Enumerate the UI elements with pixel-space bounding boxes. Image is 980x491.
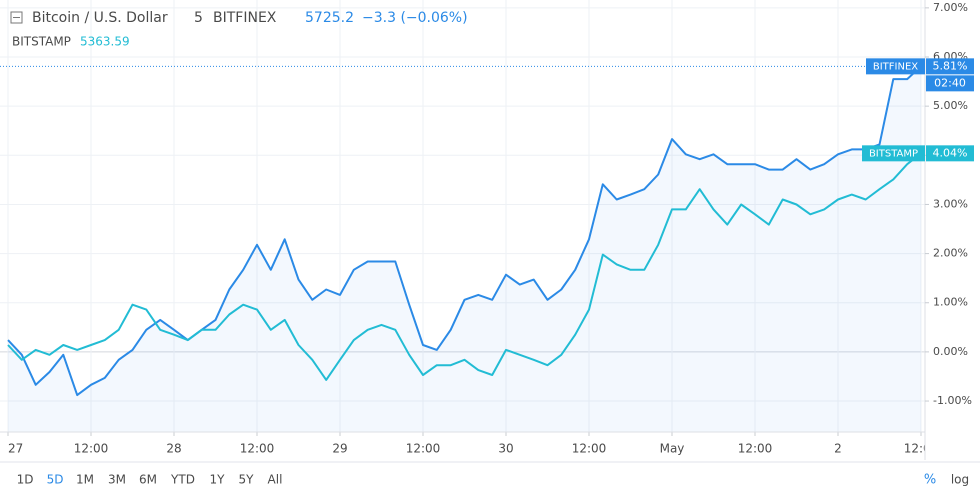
exchange: BITFINEX [213,10,277,26]
value-tag [926,145,974,162]
range-button[interactable]: 6M [139,473,157,487]
price: 5725.2 [305,10,354,26]
range-button[interactable]: 5Y [239,473,255,487]
y-tick-label: 0.00% [933,345,968,358]
value-tag-label: 5.81% [933,59,968,72]
range-button[interactable]: 3M [108,473,126,487]
compare-price: 5363.59 [80,35,130,49]
range-button[interactable]: 1D [17,473,34,487]
change: −3.3 (−0.06%) [362,10,468,26]
series-name-tag-label: BITFINEX [873,61,918,72]
y-tick-label: 5.00% [933,99,968,112]
series-name-tag-label: BITSTAMP [869,148,918,159]
y-tick-label: -1.00% [933,394,972,407]
x-tick-label: May [660,442,685,456]
y-tick-label: 3.00% [933,197,968,210]
countdown-label: 02:40 [934,76,966,89]
symbol: Bitcoin / U.S. Dollar [32,10,168,26]
series-line [7,152,922,381]
range-button[interactable]: YTD [170,473,195,487]
range-button[interactable]: 1Y [210,473,226,487]
x-tick-label: 29 [332,442,347,456]
y-tick-label: 1.00% [933,296,968,309]
x-tick-label: 12:00 [904,442,939,456]
value-tag-label: 4.04% [933,146,968,159]
y-tick-label: 7.00% [933,1,968,14]
range-button[interactable]: 1M [76,473,94,487]
y-tick-label: 2.00% [933,247,968,260]
x-tick-label: 12:00 [74,442,109,456]
area-fill [8,66,921,433]
percent-toggle[interactable]: % [924,473,936,488]
x-tick-label: 30 [498,442,513,456]
range-button[interactable]: All [268,473,283,487]
range-button[interactable]: 5D [47,473,64,487]
interval: 5 [194,10,203,26]
collapse-icon[interactable] [10,11,23,24]
value-tag [926,58,974,75]
log-toggle[interactable]: log [951,473,969,487]
countdown-tag [926,75,974,92]
x-tick-label: 12:00 [240,442,275,456]
series-name-tag [866,58,925,75]
x-tick-label: 27 [8,442,23,456]
x-tick-label: 12:00 [572,442,607,456]
series-line [7,65,922,397]
x-tick-label: 12:00 [406,442,441,456]
x-tick-label: 12:00 [738,442,773,456]
series-name-tag [862,145,925,162]
compare-symbol: BITSTAMP [12,35,71,49]
x-tick-label: 2 [834,442,842,456]
x-tick-label: 28 [166,442,181,456]
